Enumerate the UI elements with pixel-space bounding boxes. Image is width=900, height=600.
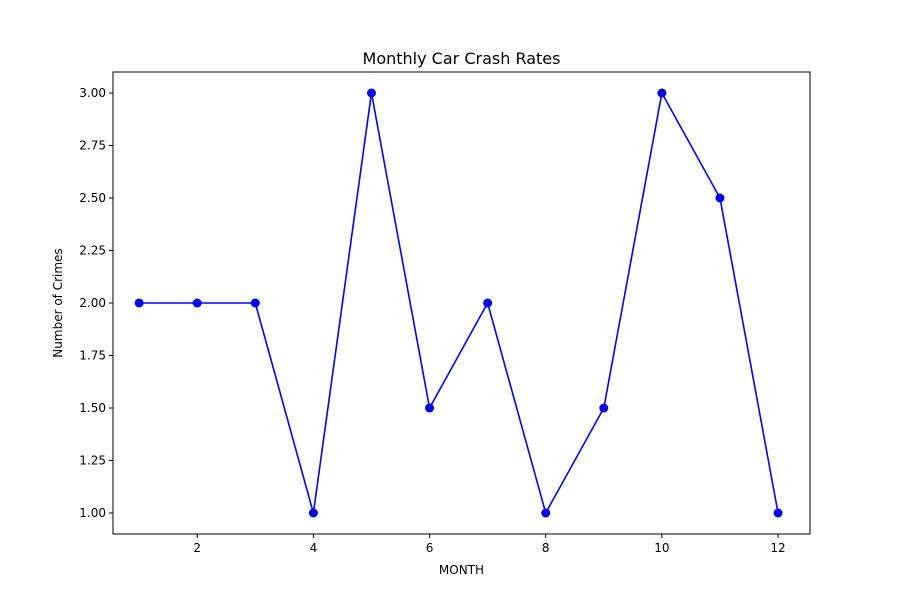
y-tick-label: 2.50	[79, 191, 106, 205]
data-point	[250, 298, 260, 308]
x-tick-label: 8	[542, 541, 550, 555]
data-point	[657, 88, 667, 98]
data-point	[541, 508, 551, 518]
data-point	[134, 298, 144, 308]
y-axis: 1.00 1.25 1.50 1.75 2.00 2.25 2.50 2.75 3.00	[79, 86, 113, 520]
y-tick-label: 3.00	[79, 86, 106, 100]
data-point	[483, 298, 493, 308]
x-tick-label: 12	[770, 541, 785, 555]
y-tick-label: 2.25	[79, 244, 106, 258]
x-tick-label: 10	[654, 541, 669, 555]
series-layer	[134, 88, 783, 518]
x-axis: 2 4 6 8 10 12	[193, 534, 786, 555]
chart-title: Monthly Car Crash Rates	[363, 49, 561, 68]
x-axis-label: MONTH	[439, 563, 484, 577]
data-point	[773, 508, 783, 518]
x-tick-label: 2	[193, 541, 201, 555]
y-tick-label: 1.50	[79, 401, 106, 415]
x-tick-label: 4	[310, 541, 318, 555]
data-point	[599, 403, 609, 413]
y-tick-label: 2.75	[79, 139, 106, 153]
data-point	[425, 403, 435, 413]
y-axis-label: Number of Crimes	[51, 248, 65, 357]
data-point	[366, 88, 376, 98]
data-point	[192, 298, 202, 308]
y-tick-label: 1.00	[79, 506, 106, 520]
y-tick-label: 1.25	[79, 454, 106, 468]
x-tick-label: 6	[426, 541, 434, 555]
data-point	[308, 508, 318, 518]
series-line	[139, 90, 779, 516]
y-tick-label: 2.00	[79, 296, 106, 310]
y-tick-label: 1.75	[79, 349, 106, 363]
data-point	[715, 193, 725, 203]
